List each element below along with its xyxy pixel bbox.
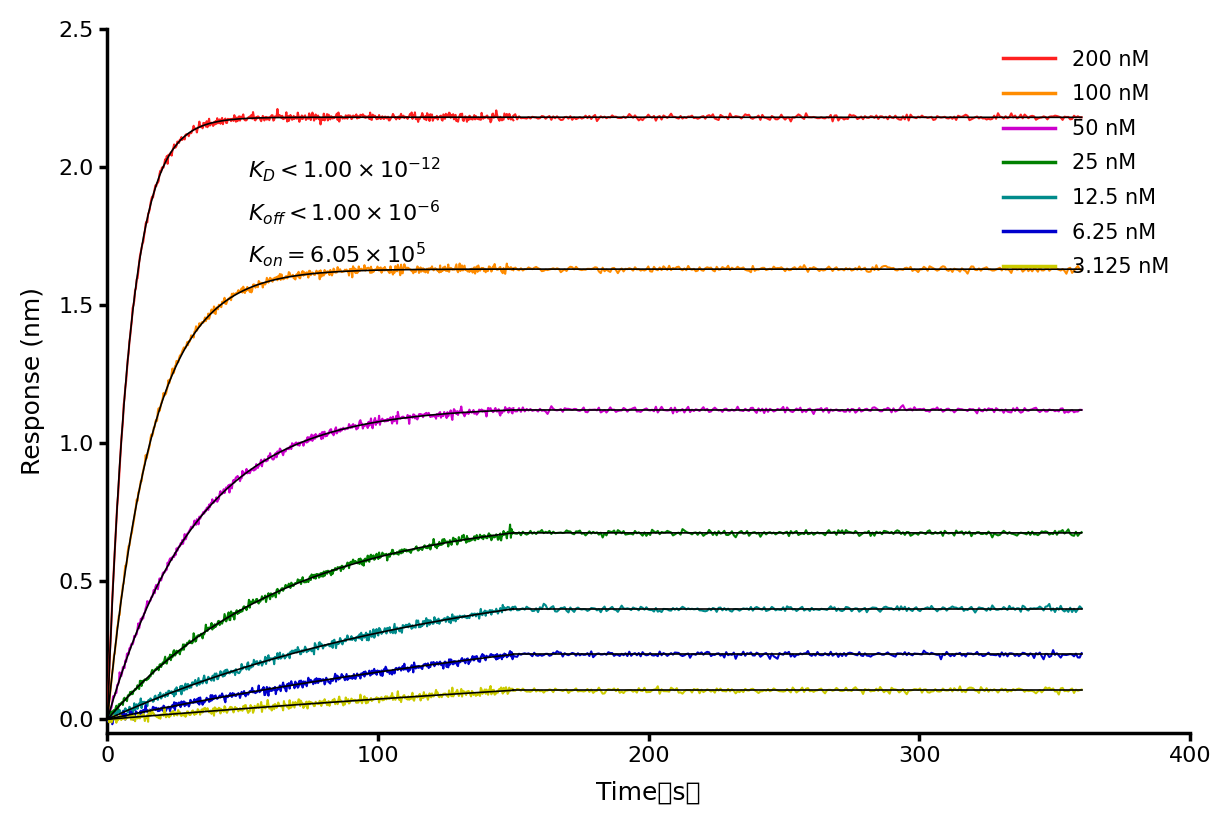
X-axis label: Time（s）: Time（s） <box>596 780 701 804</box>
Text: $K_D<1.00\times10^{-12}$
$K_{off}<1.00\times10^{-6}$
$K_{on}=6.05\times10^{5}$: $K_D<1.00\times10^{-12}$ $K_{off}<1.00\t… <box>248 156 441 269</box>
Y-axis label: Response (nm): Response (nm) <box>21 287 44 475</box>
Legend: 200 nM, 100 nM, 50 nM, 25 nM, 12.5 nM, 6.25 nM, 3.125 nM: 200 nM, 100 nM, 50 nM, 25 nM, 12.5 nM, 6… <box>993 40 1179 288</box>
